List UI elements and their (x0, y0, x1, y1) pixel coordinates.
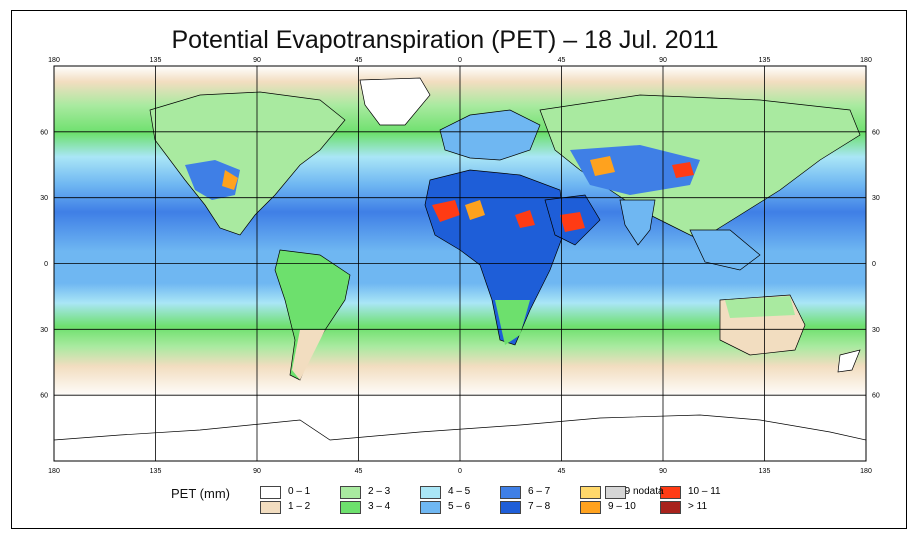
lat-label-right: 60 (872, 129, 880, 136)
lat-label-right: 30 (872, 195, 880, 202)
north-america (149, 91, 346, 236)
lon-label-top: 45 (355, 57, 363, 64)
lon-label-bottom: 135 (150, 468, 162, 475)
lon-label-bottom: 0 (458, 468, 462, 475)
greenland (359, 77, 431, 126)
sahara-hotspot-3 (515, 210, 535, 228)
lon-label-bottom: 90 (659, 468, 667, 475)
lat-label-left: 60 (40, 393, 48, 400)
lon-label-top: 135 (759, 57, 771, 64)
central-asia-hotspot-1 (590, 156, 615, 176)
lon-label-top: 90 (253, 57, 261, 64)
lon-label-top: 45 (558, 57, 566, 64)
lat-label-right: 30 (872, 327, 880, 334)
figure-frame (11, 10, 907, 529)
map-title: Potential Evapotranspiration (PET) – 18 … (171, 26, 719, 54)
sahara-hotspot-2 (465, 200, 485, 220)
sahara-hotspot-1 (432, 200, 460, 222)
lat-label-right: 60 (872, 393, 880, 400)
sahara-hot (430, 190, 545, 238)
arabia-hotspot (560, 212, 585, 232)
lon-label-bottom: 180 (860, 468, 872, 475)
lon-label-bottom: 45 (355, 468, 363, 475)
lon-label-top: 180 (860, 57, 872, 64)
graticule (54, 66, 866, 461)
north-america-hotspot (222, 170, 238, 190)
europe (439, 109, 541, 161)
lon-label-bottom: 45 (558, 468, 566, 475)
southeast-asia (689, 229, 761, 271)
lat-label-left: 30 (40, 195, 48, 202)
lat-label-right: 0 (872, 261, 876, 268)
lon-label-top: 0 (458, 57, 462, 64)
india (619, 199, 656, 246)
central-asia-hotspot-2 (672, 162, 694, 178)
map-border (53, 65, 867, 462)
north-america-west-hot (185, 160, 240, 200)
lon-label-top: 180 (48, 57, 60, 64)
lat-label-left: 30 (40, 327, 48, 334)
new-zealand (837, 349, 861, 373)
southern-africa (495, 300, 530, 345)
lat-label-left: 60 (40, 129, 48, 136)
tick-labels: 180 180 135 135 90 90 45 45 0 0 45 45 90 90 135 135 180 1… (40, 57, 880, 475)
lon-label-bottom: 135 (759, 468, 771, 475)
south-america-south (292, 330, 325, 380)
lon-label-top: 135 (150, 57, 162, 64)
lon-label-bottom: 180 (48, 468, 60, 475)
australia-north (725, 296, 795, 318)
lat-label-left: 0 (44, 261, 48, 268)
lon-label-top: 90 (659, 57, 667, 64)
lon-label-bottom: 90 (253, 468, 261, 475)
